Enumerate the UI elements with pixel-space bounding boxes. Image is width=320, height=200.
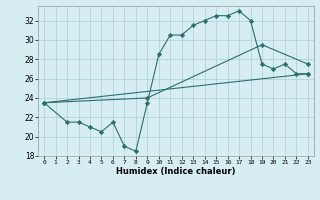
X-axis label: Humidex (Indice chaleur): Humidex (Indice chaleur)	[116, 167, 236, 176]
